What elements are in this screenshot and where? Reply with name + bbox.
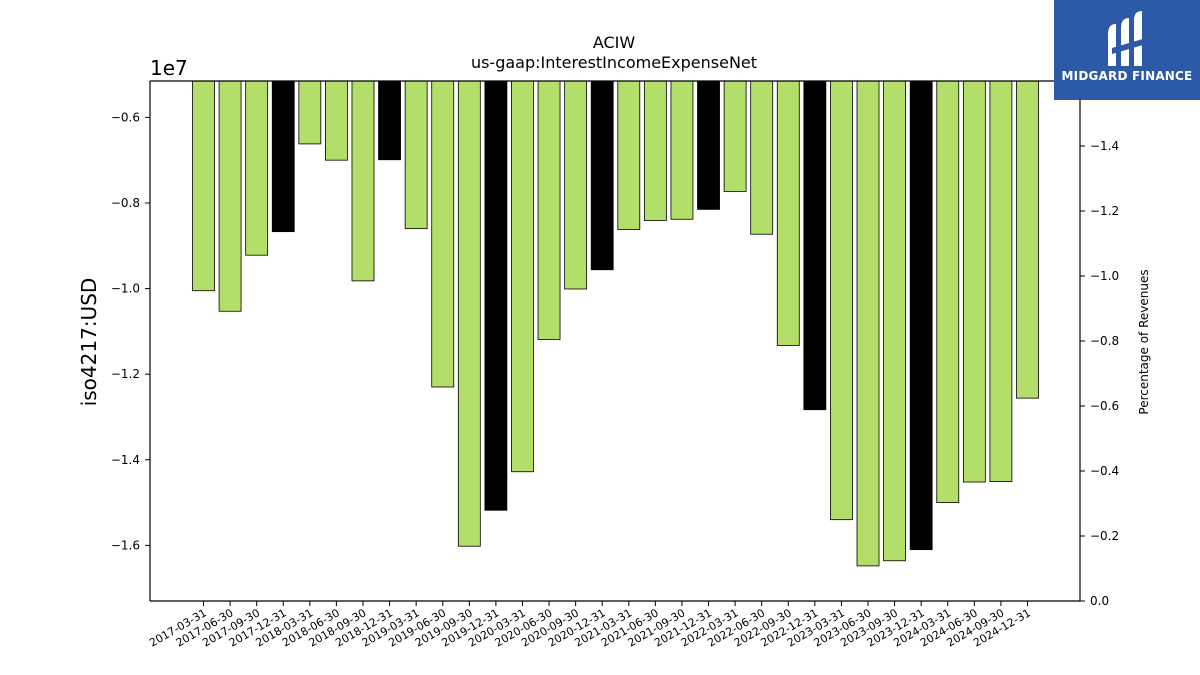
bar-2022-12-31 [803, 80, 827, 411]
bar-2017-09-30 [245, 80, 269, 256]
bars-group [192, 80, 1039, 567]
midgard-logo-icon [1108, 11, 1146, 66]
y-tick-label: −1.4 [111, 453, 140, 467]
y-tick-label: −1.6 [111, 538, 140, 552]
bar-2020-03-31 [511, 80, 534, 473]
chart-title: ACIW [593, 33, 636, 52]
bar-2023-03-31 [830, 80, 853, 521]
y-tick-label: −1.2 [111, 367, 140, 381]
bar-2018-12-31 [378, 80, 401, 161]
bar-2021-12-31 [697, 80, 720, 210]
bar-2024-09-30 [989, 80, 1013, 482]
bar-2024-06-30 [962, 80, 986, 483]
bar-2017-12-31 [271, 80, 295, 233]
y-tick-label: −1.0 [111, 282, 140, 296]
y2-tick-label: 0.0 [1090, 594, 1109, 608]
bar-2022-09-30 [776, 80, 800, 346]
bar-2023-06-30 [856, 80, 880, 567]
y-tick-label: −0.6 [111, 110, 140, 124]
bar-2017-03-31 [192, 80, 215, 292]
chart-subtitle: us-gaap:InterestIncomeExpenseNet [471, 53, 757, 72]
y2-tick-label: −0.8 [1090, 334, 1119, 348]
bar-2021-09-30 [670, 80, 694, 220]
brand-logo: MIDGARD FINANCE [1054, 0, 1200, 100]
bar-2022-06-30 [750, 80, 774, 235]
y2-tick-label: −1.0 [1090, 269, 1119, 283]
brand-logo-text: MIDGARD FINANCE [1061, 69, 1193, 83]
y2-axis-label: Percentage of Revenues [1137, 269, 1151, 414]
bar-2019-06-30 [431, 80, 455, 388]
y2-tick-label: −0.2 [1090, 529, 1119, 543]
bar-2024-12-31 [1016, 80, 1039, 399]
bar-2018-06-30 [325, 80, 348, 161]
y2-tick-label: −0.4 [1090, 464, 1119, 478]
y-tick-label: −0.8 [111, 196, 140, 210]
y-axis-label: iso4217:USD [77, 278, 101, 407]
offset-label: 1e7 [150, 56, 188, 80]
bar-2019-03-31 [404, 80, 428, 230]
bar-2023-12-31 [909, 80, 933, 551]
bar-2020-12-31 [590, 80, 614, 271]
y2-tick-label: −1.4 [1090, 139, 1119, 153]
bar-2018-03-31 [298, 80, 322, 145]
y2-tick-label: −0.6 [1090, 399, 1119, 413]
bar-2019-09-30 [457, 80, 481, 547]
bar-2024-03-31 [936, 80, 960, 503]
bar-2021-03-31 [617, 80, 641, 230]
bar-2018-09-30 [351, 80, 375, 282]
bar-2023-09-30 [883, 80, 906, 562]
bar-2022-03-31 [723, 80, 747, 192]
bar-2020-09-30 [564, 80, 588, 290]
y2-tick-label: −1.2 [1090, 204, 1119, 218]
bar-2021-06-30 [643, 80, 667, 221]
bar-2020-06-30 [537, 80, 561, 340]
bar-2017-06-30 [218, 80, 242, 312]
bar-2019-12-31 [484, 80, 508, 511]
